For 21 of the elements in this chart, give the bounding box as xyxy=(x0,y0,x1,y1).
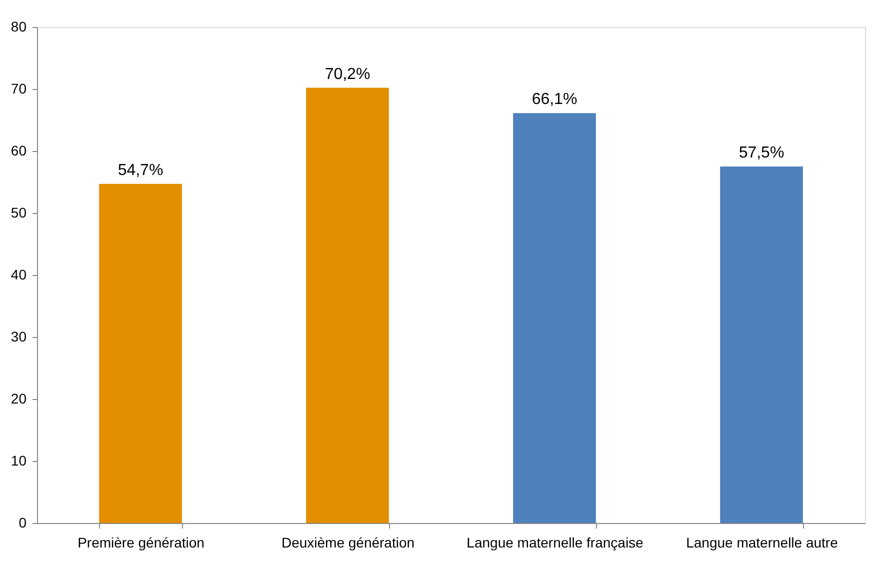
y-tick-label: 50 xyxy=(10,204,27,220)
y-tick-label: 60 xyxy=(10,142,27,158)
data-label: 70,2% xyxy=(324,66,370,83)
y-tick-label: 0 xyxy=(18,514,27,530)
data-label: 66,1% xyxy=(532,91,578,108)
y-tick-label: 70 xyxy=(10,80,27,96)
x-tick-label: Deuxième génération xyxy=(281,534,415,550)
data-label: 54,7% xyxy=(118,162,164,179)
bar xyxy=(306,88,389,523)
y-tick-label: 30 xyxy=(10,328,27,344)
y-tick-label: 80 xyxy=(10,18,27,34)
y-tick-label: 20 xyxy=(10,390,27,406)
bar xyxy=(99,184,182,523)
x-tick-label: Langue maternelle autre xyxy=(686,534,838,550)
data-label: 57,5% xyxy=(738,144,784,162)
bar xyxy=(513,113,596,523)
y-tick-label: 40 xyxy=(10,266,27,282)
x-tick-label: Première génération xyxy=(78,534,204,550)
y-tick-label: 10 xyxy=(10,452,27,468)
bar xyxy=(720,166,803,523)
x-tick-label: Langue maternelle française xyxy=(466,534,644,550)
